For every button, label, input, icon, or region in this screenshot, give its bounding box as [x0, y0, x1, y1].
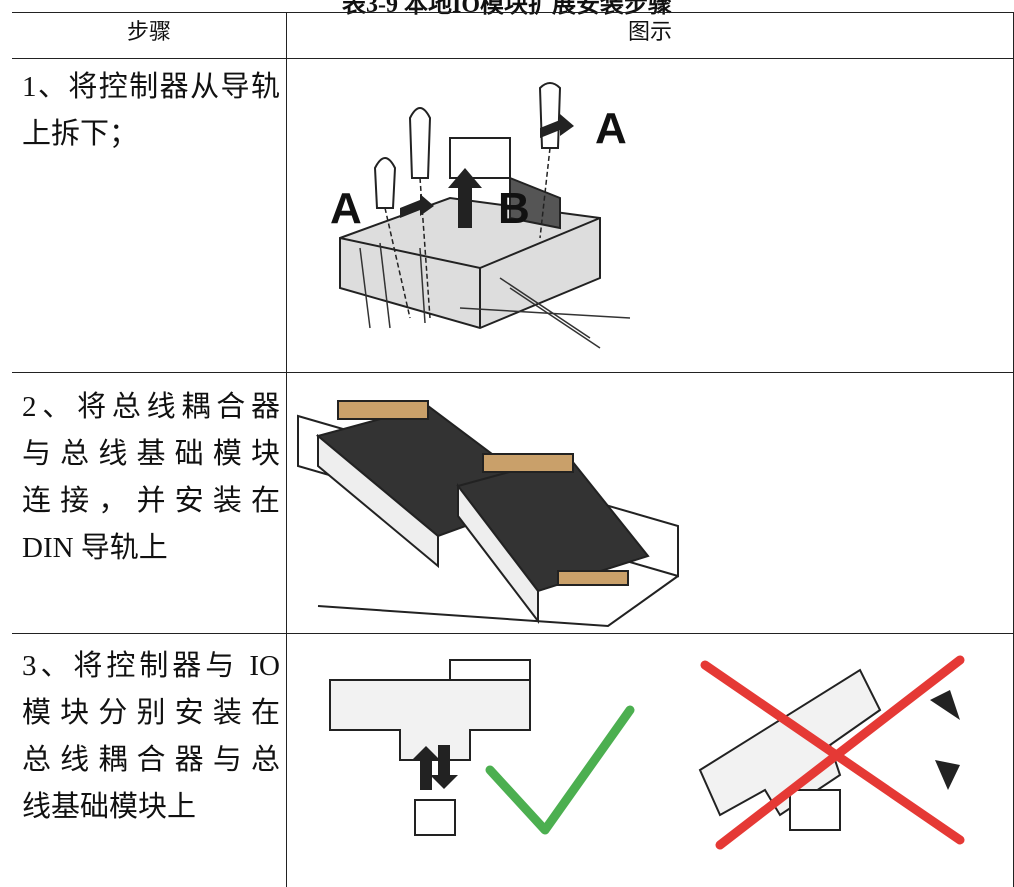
table-rule: [12, 633, 1014, 634]
step-line: 与总线基础模块: [22, 438, 280, 470]
step-line: 连接，并安装在: [22, 485, 280, 517]
figure-bus-coupler: [297, 400, 679, 628]
step-cell: 3、将控制器与 IO 模块分别安装在 总线耦合器与总 线基础模块上: [22, 643, 280, 831]
step-line: 上拆下；: [22, 118, 139, 150]
table-rule: [12, 12, 1014, 13]
step-cell: 2、将总线耦合器 与总线基础模块 连接，并安装在 DIN 导轨上: [22, 384, 280, 572]
figure-incorrect: [698, 655, 965, 850]
header-cell: 步骤: [126, 19, 171, 44]
header-cell: 图示: [627, 19, 672, 44]
table-rule: [12, 372, 1014, 373]
figure-label: A: [330, 184, 362, 233]
step-line: DIN 导轨上: [22, 532, 168, 564]
table-rule: [12, 58, 1014, 59]
figure-label: A: [595, 104, 627, 153]
step-line: 3、将控制器与 IO: [22, 650, 280, 682]
step-line: 模块分别安装在: [22, 697, 280, 729]
step-cell: 1、将控制器从导轨 上拆下；: [22, 64, 280, 158]
step-line: 2、将总线耦合器: [22, 391, 280, 423]
step-line: 1、将控制器从导轨: [22, 71, 280, 103]
step-line: 总线耦合器与总: [22, 744, 280, 776]
figure-remove-controller: A A B: [330, 82, 631, 349]
figure-correct: [329, 659, 635, 836]
table-caption: 表3-9 本地IO模块扩展安装步骤: [342, 0, 672, 18]
column-rule: [286, 12, 287, 887]
step-line: 线基础模块上: [22, 791, 197, 823]
figure-label: B: [498, 184, 530, 233]
